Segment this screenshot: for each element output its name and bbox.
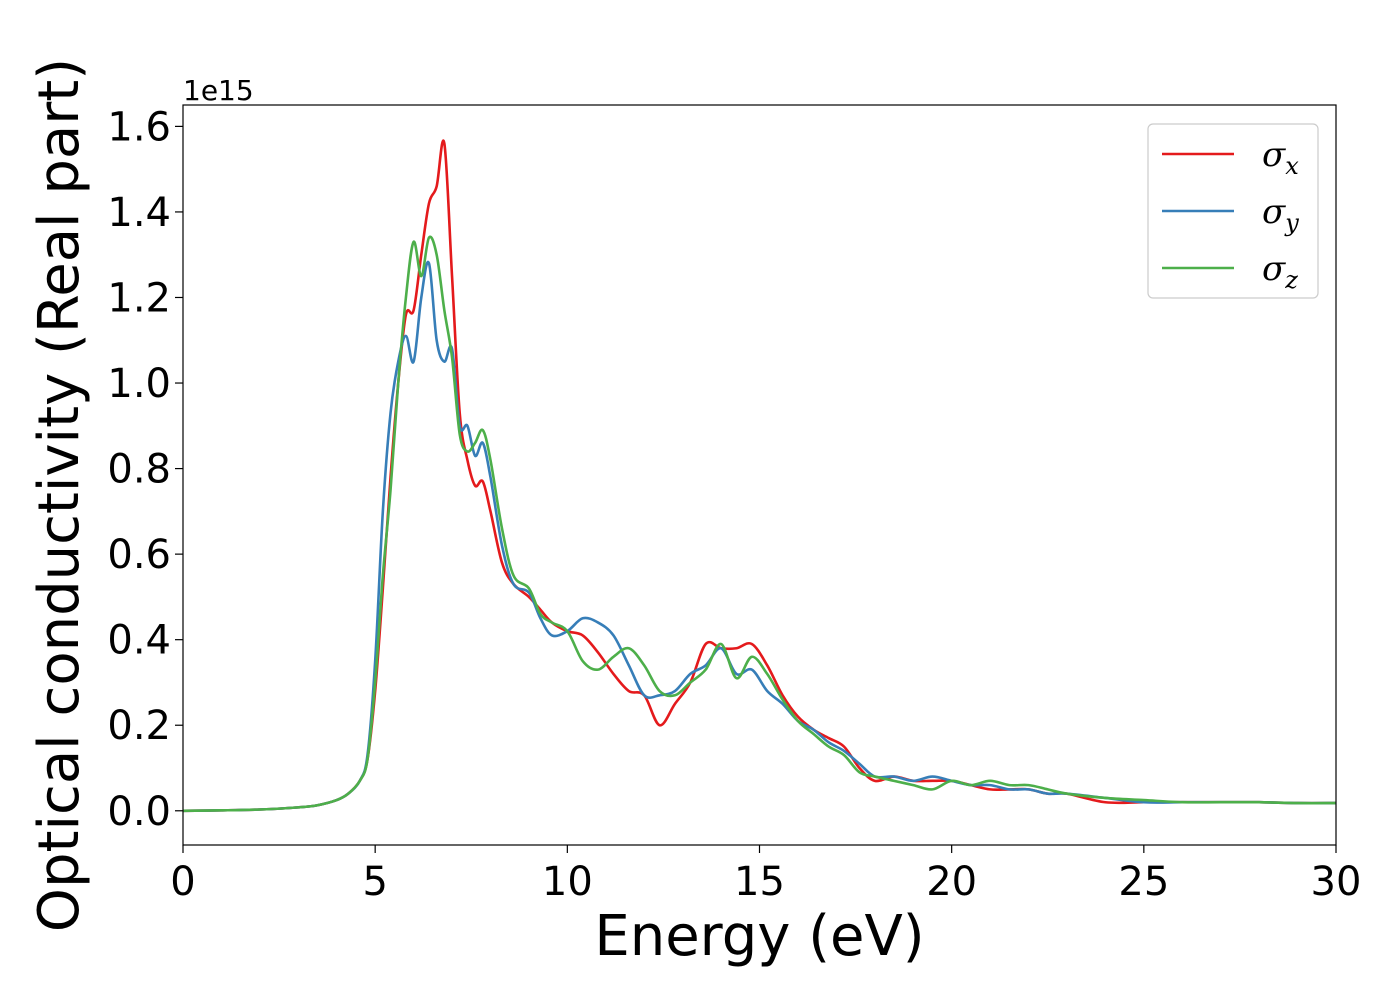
- x-tick-label: 10: [542, 859, 593, 905]
- legend: σx σy σz: [1147, 123, 1319, 299]
- x-tick-label: 20: [926, 859, 977, 905]
- y-tick-label: 0.6: [107, 532, 171, 578]
- y-axis-ticks: 0.0 0.2 0.4 0.6 0.8 1.0 1.2 1.4 1.6: [107, 104, 183, 835]
- legend-label-y: σy: [1262, 192, 1299, 237]
- y-tick-label: 0.4: [107, 618, 171, 664]
- y-tick-label: 1.4: [107, 190, 171, 236]
- y-tick-label: 0.8: [107, 447, 171, 493]
- y-axis-label: Optical conductivity (Real part): [27, 58, 92, 932]
- series-line-z: [183, 235, 1336, 813]
- legend-label-x: σx: [1262, 135, 1299, 180]
- x-axis-ticks: 0 5 10 15 20 25 30: [170, 845, 1361, 905]
- series-layer: [183, 139, 1336, 813]
- x-tick-label: 25: [1118, 859, 1169, 905]
- y-tick-label: 1.0: [107, 361, 171, 407]
- x-tick-label: 15: [734, 859, 785, 905]
- x-axis-label: Energy (eV): [594, 904, 924, 969]
- legend-label-z: σz: [1262, 249, 1298, 294]
- x-tick-label: 0: [170, 859, 195, 905]
- y-tick-label: 1.2: [107, 275, 171, 321]
- y-tick-label: 1.6: [107, 104, 171, 150]
- series-line-y: [183, 260, 1336, 813]
- x-tick-label: 30: [1311, 859, 1362, 905]
- y-axis-offset-label: 1e15: [183, 74, 254, 107]
- x-tick-label: 5: [362, 859, 387, 905]
- y-tick-label: 0.2: [107, 703, 171, 749]
- y-tick-label: 0.0: [107, 789, 171, 835]
